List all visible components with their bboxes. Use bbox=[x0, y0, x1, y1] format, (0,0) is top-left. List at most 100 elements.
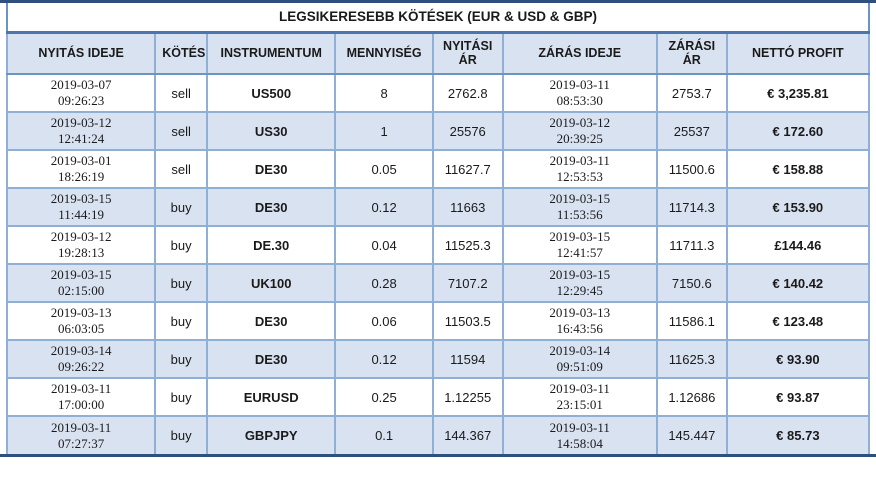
close-clock: 12:29:45 bbox=[556, 283, 603, 298]
quantity-cell: 0.25 bbox=[334, 377, 434, 417]
quantity-cell: 0.1 bbox=[334, 415, 434, 454]
close-price-cell: 11711.3 bbox=[655, 225, 728, 265]
table-row: 2019-03-13 06:03:05 buy DE30 0.06 11503.… bbox=[5, 301, 871, 341]
table-body: LEGSIKERESEBB KÖTÉSEK (EUR & USD & GBP) … bbox=[5, 3, 871, 454]
table-row: 2019-03-15 02:15:00 buy UK100 0.28 7107.… bbox=[5, 263, 871, 303]
instrument-cell: US500 bbox=[205, 73, 337, 113]
profit-cell: € 93.87 bbox=[725, 377, 871, 417]
close-date: 2019-03-12 bbox=[549, 115, 611, 131]
column-header-net-profit: NETTÓ PROFIT bbox=[725, 31, 871, 75]
open-date: 2019-03-11 bbox=[51, 381, 112, 397]
quantity-cell: 1 bbox=[334, 111, 434, 151]
side-cell: buy bbox=[154, 301, 208, 341]
open-time-cell: 2019-03-11 17:00:00 bbox=[5, 377, 157, 417]
close-date: 2019-03-11 bbox=[549, 419, 610, 435]
profit-cell: € 140.42 bbox=[725, 263, 871, 303]
open-clock: 17:00:00 bbox=[58, 397, 105, 412]
close-time-cell: 2019-03-15 12:41:57 bbox=[501, 225, 658, 265]
close-date: 2019-03-11 bbox=[549, 153, 610, 169]
table-row: 2019-03-11 07:27:37 buy GBPJPY 0.1 144.3… bbox=[5, 415, 871, 454]
quantity-cell: 0.12 bbox=[334, 339, 434, 379]
quantity-cell: 0.06 bbox=[334, 301, 434, 341]
open-clock: 07:27:37 bbox=[58, 435, 105, 451]
profit-cell: € 158.88 bbox=[725, 149, 871, 189]
open-clock: 11:44:19 bbox=[58, 207, 104, 222]
close-price-cell: 11714.3 bbox=[655, 187, 728, 227]
close-clock: 16:43:56 bbox=[556, 321, 603, 336]
column-header-open-price: NYITÁSI ÁR bbox=[431, 31, 504, 75]
open-price-cell: 25576 bbox=[431, 111, 504, 151]
profit-cell: € 123.48 bbox=[725, 301, 871, 341]
open-price-cell: 11627.7 bbox=[431, 149, 504, 189]
open-date: 2019-03-07 bbox=[50, 77, 112, 93]
close-date: 2019-03-11 bbox=[549, 77, 610, 93]
close-date: 2019-03-15 bbox=[549, 191, 611, 207]
close-clock: 14:58:04 bbox=[556, 435, 603, 451]
instrument-cell: DE30 bbox=[205, 187, 337, 227]
side-cell: buy bbox=[154, 263, 208, 303]
open-price-cell: 11503.5 bbox=[431, 301, 504, 341]
close-clock: 23:15:01 bbox=[556, 397, 603, 412]
table-row: 2019-03-14 09:26:22 buy DE30 0.12 11594 … bbox=[5, 339, 871, 379]
top-rule bbox=[0, 0, 876, 3]
close-date: 2019-03-11 bbox=[549, 381, 610, 397]
table-row: 2019-03-07 09:26:23 sell US500 8 2762.8 … bbox=[5, 73, 871, 113]
bottom-rule bbox=[0, 454, 876, 457]
open-time-cell: 2019-03-15 11:44:19 bbox=[5, 187, 157, 227]
open-clock: 19:28:13 bbox=[58, 245, 105, 260]
close-time-cell: 2019-03-14 09:51:09 bbox=[501, 339, 658, 379]
close-time-cell: 2019-03-11 23:15:01 bbox=[501, 377, 658, 417]
open-date: 2019-03-01 bbox=[50, 153, 112, 169]
side-cell: sell bbox=[154, 149, 208, 189]
open-price-cell: 11525.3 bbox=[431, 225, 504, 265]
column-header-quantity: MENNYISÉG bbox=[334, 31, 434, 75]
close-clock: 12:53:53 bbox=[556, 169, 603, 184]
open-time-cell: 2019-03-12 12:41:24 bbox=[5, 111, 157, 151]
close-price-cell: 7150.6 bbox=[655, 263, 728, 303]
open-time-cell: 2019-03-11 07:27:37 bbox=[5, 415, 157, 454]
close-time-cell: 2019-03-13 16:43:56 bbox=[501, 301, 658, 341]
close-date: 2019-03-15 bbox=[549, 267, 611, 283]
open-date: 2019-03-12 bbox=[50, 115, 112, 131]
open-date: 2019-03-11 bbox=[51, 419, 112, 435]
close-time-cell: 2019-03-15 11:53:56 bbox=[501, 187, 658, 227]
column-header-close-time: ZÁRÁS IDEJE bbox=[501, 31, 658, 75]
open-price-cell: 2762.8 bbox=[431, 73, 504, 113]
close-price-cell: 11625.3 bbox=[655, 339, 728, 379]
header-row: NYITÁS IDEJE KÖTÉS INSTRUMENTUM MENNYISÉ… bbox=[5, 31, 871, 75]
open-date: 2019-03-14 bbox=[50, 343, 112, 359]
open-clock: 02:15:00 bbox=[58, 283, 105, 298]
profit-cell: £144.46 bbox=[725, 225, 871, 265]
close-clock: 11:53:56 bbox=[556, 207, 603, 222]
close-date: 2019-03-14 bbox=[549, 343, 611, 359]
close-price-cell: 25537 bbox=[655, 111, 728, 151]
quantity-cell: 0.28 bbox=[334, 263, 434, 303]
open-time-cell: 2019-03-12 19:28:13 bbox=[5, 225, 157, 265]
table-row: 2019-03-01 18:26:19 sell DE30 0.05 11627… bbox=[5, 149, 871, 189]
column-header-open-time: NYITÁS IDEJE bbox=[5, 31, 157, 75]
side-cell: buy bbox=[154, 377, 208, 417]
table-row: 2019-03-12 19:28:13 buy DE.30 0.04 11525… bbox=[5, 225, 871, 265]
open-time-cell: 2019-03-07 09:26:23 bbox=[5, 73, 157, 113]
open-price-cell: 7107.2 bbox=[431, 263, 504, 303]
open-price-cell: 1.12255 bbox=[431, 377, 504, 417]
profit-cell: € 172.60 bbox=[725, 111, 871, 151]
open-time-cell: 2019-03-01 18:26:19 bbox=[5, 149, 157, 189]
side-cell: buy bbox=[154, 187, 208, 227]
table-title: LEGSIKERESEBB KÖTÉSEK (EUR & USD & GBP) bbox=[7, 3, 869, 34]
close-clock: 20:39:25 bbox=[556, 131, 603, 146]
close-clock: 09:51:09 bbox=[556, 359, 603, 374]
close-price-cell: 2753.7 bbox=[655, 73, 728, 113]
side-cell: buy bbox=[154, 415, 208, 454]
table-row: 2019-03-11 17:00:00 buy EURUSD 0.25 1.12… bbox=[5, 377, 871, 417]
close-time-cell: 2019-03-12 20:39:25 bbox=[501, 111, 658, 151]
close-price-cell: 1.12686 bbox=[655, 377, 728, 417]
open-date: 2019-03-12 bbox=[50, 229, 112, 245]
open-price-cell: 11594 bbox=[431, 339, 504, 379]
instrument-cell: DE30 bbox=[205, 149, 337, 189]
open-clock: 09:26:22 bbox=[58, 359, 105, 374]
side-cell: buy bbox=[154, 339, 208, 379]
quantity-cell: 0.12 bbox=[334, 187, 434, 227]
open-clock: 09:26:23 bbox=[58, 93, 105, 108]
title-row: LEGSIKERESEBB KÖTÉSEK (EUR & USD & GBP) bbox=[7, 3, 869, 34]
